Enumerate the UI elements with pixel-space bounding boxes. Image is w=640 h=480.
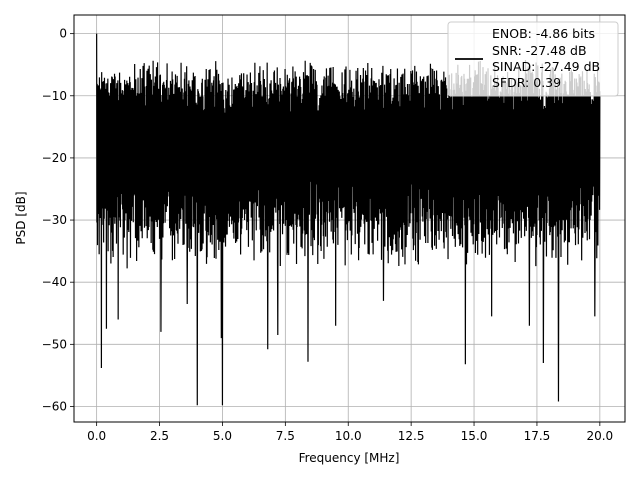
x-tick-label: 5.0 [213,429,232,443]
x-tick-label: 15.0 [461,429,488,443]
legend-line-sfdr: SFDR: 0.39 [492,75,561,90]
y-tick-label: −10 [42,89,67,103]
y-axis-label: PSD [dB] [14,191,28,244]
plot-frame [73,14,626,423]
x-tick-label: 17.5 [524,429,551,443]
x-axis: 0.0 2.5 5.0 7.5 10.0 12.5 15.0 17.5 20.0 [87,422,613,443]
x-tick-label: 2.5 [150,429,169,443]
legend-box [447,21,619,97]
x-tick-label: 0.0 [87,429,106,443]
y-tick-label: 0 [59,27,67,41]
y-axis: 0 −10 −20 −30 −40 −50 −60 [42,27,74,413]
x-tick-label: 12.5 [398,429,425,443]
legend-line-enob: ENOB: -4.86 bits [492,26,595,41]
x-tick-label: 10.0 [335,429,362,443]
x-axis-label: Frequency [MHz] [299,451,400,465]
x-tick-label: 20.0 [586,429,613,443]
y-tick-label: −50 [42,337,67,351]
legend-line-snr: SNR: -27.48 dB [492,43,587,58]
legend: ENOB: -4.86 bits SNR: -27.48 dB SINAD: -… [447,21,619,97]
y-tick-label: −20 [42,151,67,165]
x-tick-label: 7.5 [276,429,295,443]
y-tick-label: −30 [42,213,67,227]
y-tick-label: −60 [42,399,67,413]
y-tick-label: −40 [42,275,67,289]
legend-line-sinad: SINAD: -27.49 dB [492,59,600,74]
